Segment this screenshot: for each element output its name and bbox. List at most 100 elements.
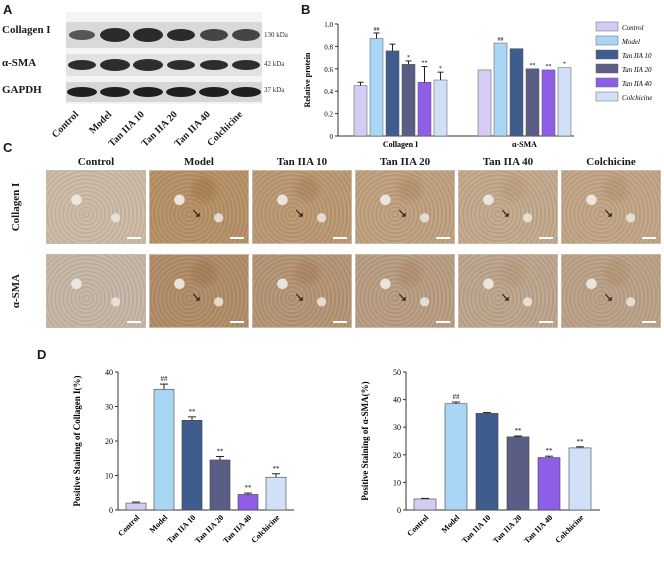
- d-bar: [475, 413, 499, 511]
- b-bar: [385, 50, 400, 137]
- histology-micrograph: ↘: [149, 254, 249, 328]
- b-legend-label: Control: [622, 24, 644, 32]
- histology-micrograph: ↘: [355, 254, 455, 328]
- d-category-label: Tan IIA 20: [491, 513, 523, 545]
- d-y-tick-label: 50: [393, 368, 401, 377]
- b-legend-swatch: [595, 35, 619, 46]
- d-bar: [568, 447, 592, 511]
- d-y-tick-label: 10: [393, 478, 401, 487]
- b-bar: [525, 68, 540, 137]
- d-category-label: Control: [116, 513, 142, 539]
- b-legend-swatch: [595, 63, 619, 74]
- d-sig-mark: **: [189, 408, 197, 416]
- histology-column-header: Model: [184, 156, 214, 168]
- b-sig-mark: *: [563, 62, 566, 68]
- b-y-tick-label: 0.2: [324, 111, 333, 119]
- wb-lane-model: Model: [86, 109, 114, 137]
- d-y-axis-label: Positive Staining of Collagen I(%): [72, 375, 82, 506]
- histology-row-label: Collagen I: [10, 182, 22, 232]
- scale-bar: [436, 237, 450, 239]
- d-bar: [537, 457, 561, 511]
- d-category-label: Control: [405, 513, 431, 539]
- b-bar: [433, 79, 448, 137]
- histology-column-header: Tan IIA 20: [379, 156, 431, 168]
- d-y-tick-label: 20: [393, 451, 401, 460]
- arrow-icon: ↘: [191, 289, 202, 304]
- b-sig-mark: **: [546, 64, 552, 70]
- scale-bar: [127, 321, 141, 323]
- histology-row-label: α-SMA: [10, 273, 22, 309]
- d-y-tick-label: 0: [397, 506, 401, 515]
- d-bar: [413, 498, 437, 511]
- b-y-tick-label: 0.6: [324, 66, 333, 74]
- b-y-axis-label: Relative protein: [303, 52, 312, 107]
- histology-micrograph: ↘: [252, 254, 352, 328]
- b-legend-label: Tan IIA 40: [622, 80, 652, 88]
- d-bar: [265, 476, 287, 511]
- d-y-tick-label: 30: [105, 403, 113, 412]
- b-y-tick-label: 0.8: [324, 43, 333, 51]
- scale-bar: [642, 321, 656, 323]
- b-y-tick-label: 0.4: [324, 88, 333, 96]
- d-sig-mark: **: [273, 465, 281, 473]
- scale-bar: [436, 321, 450, 323]
- panel-label-a: A: [3, 2, 13, 17]
- arrow-icon: ↘: [500, 289, 511, 304]
- b-legend-label: Tan IIA 10: [622, 52, 652, 60]
- b-bar: [353, 85, 368, 137]
- arrow-icon: ↘: [603, 205, 614, 220]
- scale-bar: [127, 237, 141, 239]
- d-sig-mark: **: [546, 447, 554, 455]
- b-y-tick-label: 0: [330, 133, 334, 141]
- histology-micrograph: ↘: [561, 170, 661, 244]
- scale-bar: [333, 237, 347, 239]
- arrow-icon: ↘: [603, 289, 614, 304]
- b-bar: [557, 67, 572, 137]
- arrow-icon: ↘: [294, 205, 305, 220]
- b-bar: [477, 69, 492, 137]
- d-sig-mark: **: [217, 448, 225, 456]
- wb-label-gapdh: GAPDH: [2, 84, 42, 96]
- histology-micrograph: ↘: [252, 170, 352, 244]
- b-legend-label: Tan IIA 20: [622, 66, 652, 74]
- scale-bar: [333, 321, 347, 323]
- arrow-icon: ↘: [500, 205, 511, 220]
- wb-kda-gapdh: 37 kDa: [264, 86, 285, 94]
- b-legend-label: Colchicine: [622, 94, 652, 102]
- scale-bar: [230, 321, 244, 323]
- b-bar: [493, 42, 508, 137]
- b-legend-swatch: [595, 77, 619, 88]
- b-bar: [369, 38, 384, 137]
- d-sig-mark: **: [577, 438, 585, 446]
- d-category-label: Tan IIA 10: [460, 513, 492, 545]
- d-sig-mark: **: [515, 427, 523, 435]
- scale-bar: [230, 237, 244, 239]
- b-bar: [541, 69, 556, 137]
- d-bar: [237, 494, 259, 511]
- b-category-label: Collagen I: [383, 140, 418, 149]
- d-category-label: Colchicine: [554, 513, 586, 545]
- b-category-label: α-SMA: [512, 140, 537, 149]
- wb-label-collagen: Collagen I: [2, 24, 51, 36]
- d-sig-mark: **: [245, 484, 253, 492]
- d-y-axis-label: Positive Staining of α-SMA(%): [360, 381, 370, 500]
- wb-kda-collagen: 130 kDa: [264, 31, 288, 39]
- b-bar: [417, 81, 432, 137]
- histology-column-header: Control: [77, 156, 115, 168]
- histology-column-header: Tan IIA 10: [276, 156, 328, 168]
- b-bar: [401, 64, 416, 137]
- d-bar: [506, 436, 530, 511]
- western-blot-image: [66, 12, 262, 104]
- d-y-tick-label: 40: [105, 368, 113, 377]
- arrow-icon: ↘: [191, 205, 202, 220]
- b-sig-mark: *: [439, 66, 442, 72]
- b-sig-mark: **: [530, 63, 536, 69]
- chart-d-asma: 0 10 20 30 40 50 Positive Staining of α-SMA(%)…: [360, 368, 600, 545]
- d-bar: [444, 403, 468, 511]
- histology-micrograph: ↘: [355, 170, 455, 244]
- d-y-tick-label: 10: [105, 472, 113, 481]
- d-sig-mark: ##: [161, 375, 169, 383]
- d-category-label: Tan IIA 40: [221, 513, 253, 545]
- d-bar: [181, 419, 203, 511]
